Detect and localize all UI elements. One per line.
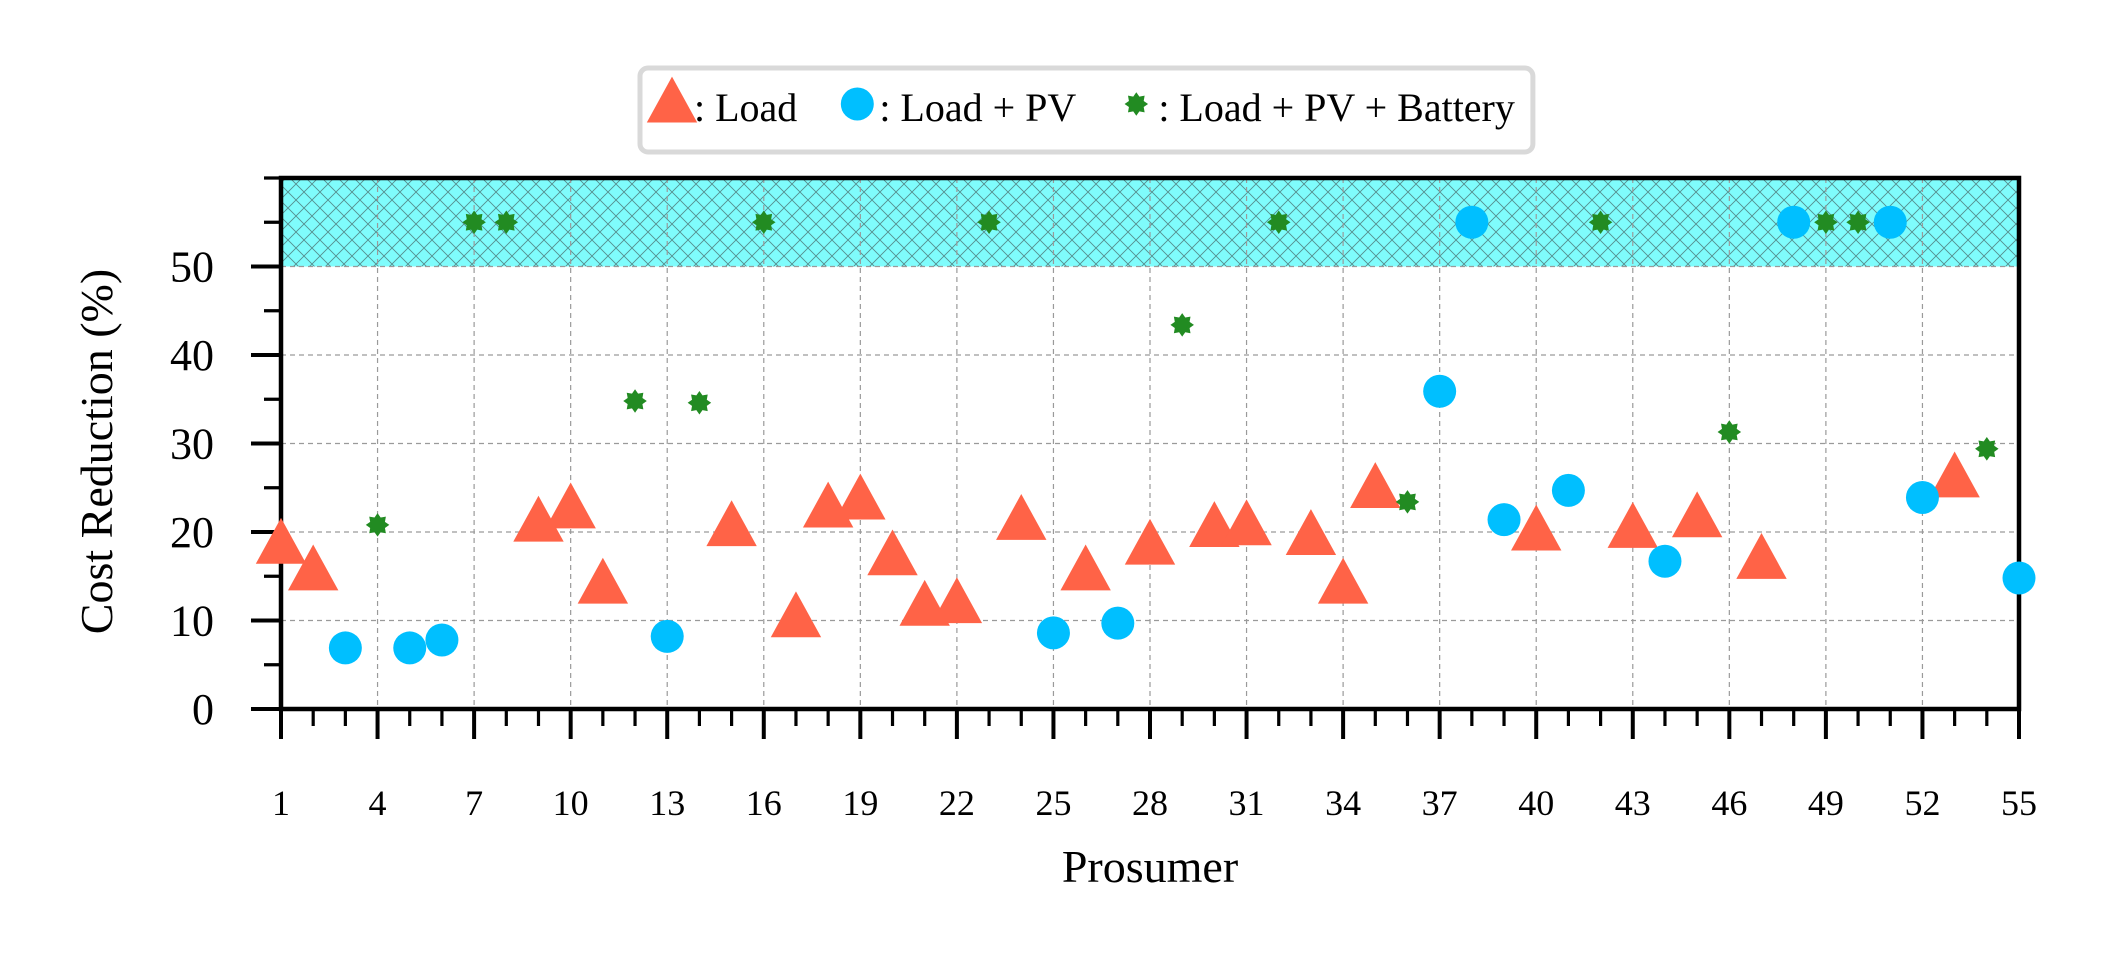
x-tick-label: 34	[1325, 783, 1361, 823]
x-tick-label: 4	[369, 783, 387, 823]
point-series-1-triangle	[835, 473, 886, 520]
point-series-1-triangle	[1511, 504, 1562, 551]
x-tick-label: 7	[465, 783, 483, 823]
x-tick-label: 25	[1035, 783, 1071, 823]
legend-label-1: : Load	[694, 85, 797, 130]
point-series-1-triangle	[1285, 509, 1337, 555]
point-series-1-triangle	[1736, 532, 1787, 579]
legend-marker-star	[1124, 92, 1149, 116]
x-tick-label: 37	[1422, 783, 1458, 823]
x-tick-label: 31	[1229, 783, 1265, 823]
point-series-2-circle	[1648, 544, 1682, 578]
point-series-2-circle	[1455, 205, 1489, 239]
point-series-1-triangle	[1060, 544, 1111, 591]
point-series-1-triangle	[1607, 502, 1658, 548]
point-series-2-circle	[1423, 374, 1457, 408]
x-tick-label: 16	[746, 783, 782, 823]
y-tick-label: 20	[170, 508, 214, 557]
point-series-1-triangle	[577, 557, 629, 604]
point-series-3-star	[462, 210, 486, 235]
x-tick-label: 46	[1711, 783, 1747, 823]
point-series-1-triangle	[1317, 557, 1369, 604]
x-axis-title: Prosumer	[1062, 841, 1238, 892]
y-axis-title: Cost Reduction (%)	[71, 269, 122, 634]
point-series-2-circle	[1036, 616, 1070, 650]
x-tick-label: 28	[1132, 783, 1168, 823]
legend-marker-triangle	[646, 76, 698, 123]
point-series-1-triangle	[996, 494, 1047, 540]
legend: : Load : Load + PV : Load + PV + Battery	[637, 65, 1536, 155]
point-series-1-triangle	[706, 500, 757, 547]
point-series-2-circle	[650, 619, 684, 653]
point-series-3-star	[752, 210, 776, 235]
point-series-1-triangle	[545, 482, 596, 529]
point-series-2-circle	[1905, 480, 1939, 514]
point-series-3-star	[623, 389, 647, 413]
x-tick-label: 22	[939, 783, 975, 823]
data-points	[255, 205, 2036, 665]
point-series-1-triangle	[1350, 462, 1401, 509]
point-series-1-triangle	[1671, 491, 1723, 538]
point-series-1-triangle	[287, 544, 339, 591]
legend-label-2: : Load + PV	[879, 85, 1076, 130]
x-tick-label: 13	[649, 783, 685, 823]
x-tick-label: 19	[842, 783, 878, 823]
point-series-3-star	[1588, 210, 1613, 235]
x-tick-label: 49	[1808, 783, 1844, 823]
legend-label-3: : Load + PV + Battery	[1158, 85, 1515, 130]
point-series-1-triangle	[1221, 499, 1272, 546]
point-series-2-circle	[1551, 473, 1585, 507]
point-series-3-star	[1846, 210, 1870, 235]
legend-marker-circle	[840, 87, 874, 121]
y-tick-label: 40	[170, 331, 214, 380]
point-series-1-triangle	[1124, 518, 1176, 565]
point-series-3-star	[1717, 420, 1742, 444]
point-series-2-circle	[1487, 503, 1521, 537]
point-series-3-star	[365, 513, 390, 537]
point-series-1-triangle	[770, 591, 822, 638]
point-series-2-circle	[393, 631, 427, 665]
x-tick-label: 43	[1615, 783, 1651, 823]
point-series-3-star	[1814, 210, 1838, 235]
point-series-2-circle	[328, 631, 362, 665]
y-tick-label: 10	[170, 597, 214, 646]
y-tick-label: 50	[170, 243, 214, 292]
point-series-2-circle	[425, 623, 459, 657]
point-series-1-triangle	[1929, 451, 1980, 498]
x-tick-label: 52	[1904, 783, 1940, 823]
y-tick-label: 0	[192, 685, 214, 734]
point-series-3-star	[494, 210, 519, 235]
point-series-2-circle	[1101, 606, 1135, 640]
point-series-1-triangle	[931, 577, 983, 624]
point-series-3-star	[1395, 490, 1420, 514]
y-tick-label: 30	[170, 420, 214, 469]
point-series-1-triangle	[867, 529, 918, 576]
point-series-3-star	[687, 391, 712, 415]
point-series-3-star	[1266, 210, 1291, 235]
point-series-1-triangle	[255, 517, 307, 564]
point-series-3-star	[1170, 313, 1194, 337]
point-series-2-circle	[2002, 561, 2036, 595]
point-series-2-circle	[1777, 205, 1811, 239]
x-tick-label: 10	[553, 783, 589, 823]
point-series-3-star	[1975, 437, 1999, 461]
x-tick-label: 40	[1518, 783, 1554, 823]
x-tick-label: 1	[272, 783, 290, 823]
point-series-1-triangle	[513, 495, 564, 542]
point-series-2-circle	[1873, 205, 1907, 239]
x-tick-label: 55	[2001, 783, 2037, 823]
point-series-3-star	[977, 210, 1001, 235]
ticks: 1 4 7 10 13 16 19 22 25 28 31 34 37 40 43 46 49 52 55 0 10 20…	[170, 176, 2037, 823]
